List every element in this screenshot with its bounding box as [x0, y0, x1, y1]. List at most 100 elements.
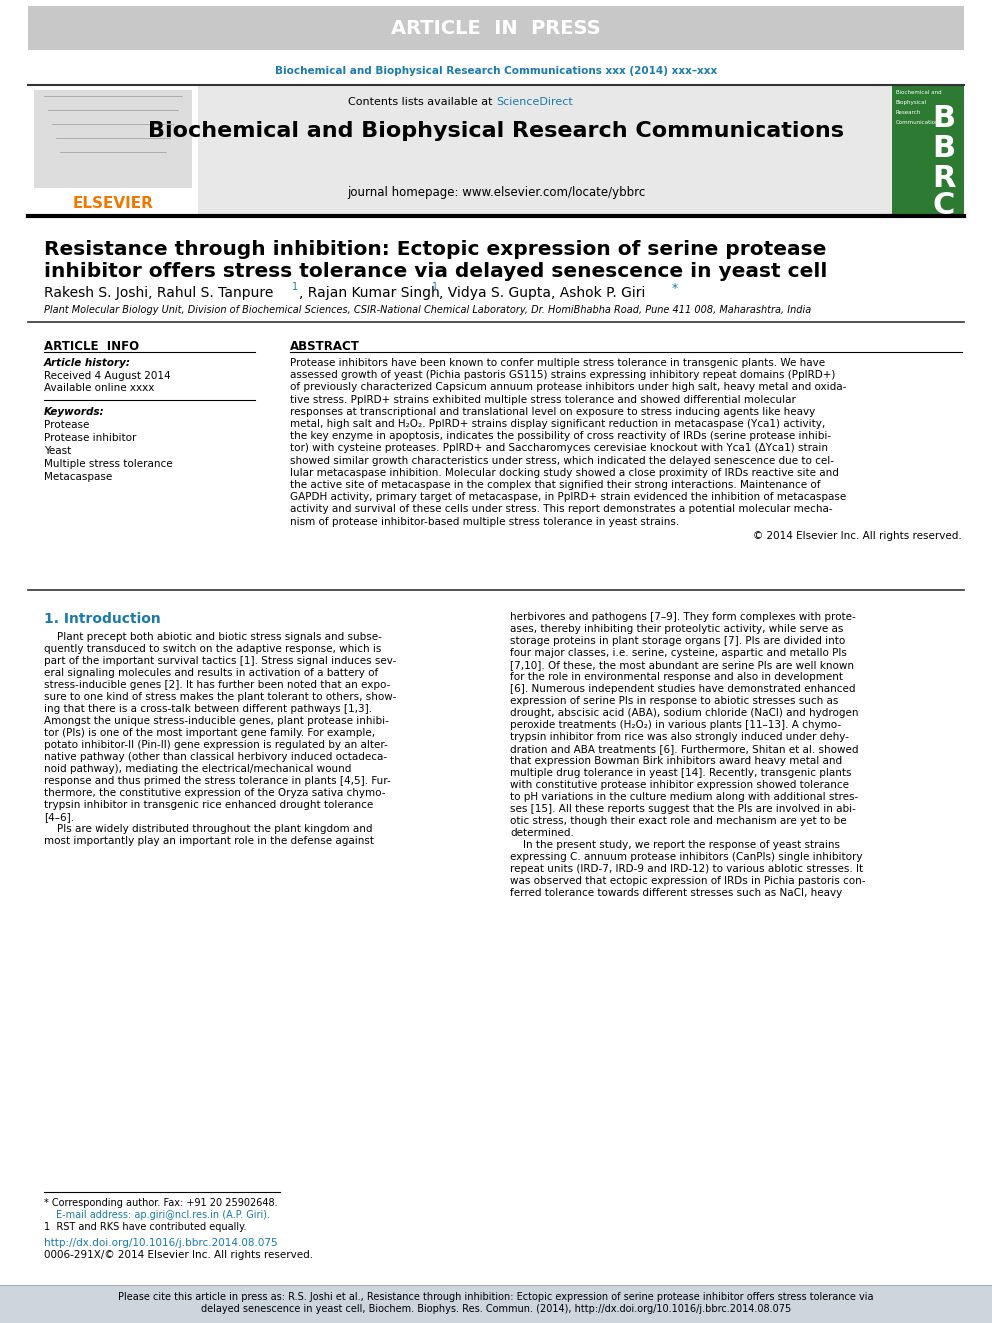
- Text: herbivores and pathogens [7–9]. They form complexes with prote-: herbivores and pathogens [7–9]. They for…: [510, 613, 856, 622]
- Text: four major classes, i.e. serine, cysteine, aspartic and metallo PIs: four major classes, i.e. serine, cystein…: [510, 648, 847, 658]
- Text: expressing C. annuum protease inhibitors (CanPIs) single inhibitory: expressing C. annuum protease inhibitors…: [510, 852, 862, 863]
- Text: ses [15]. All these reports suggest that the PIs are involved in abi-: ses [15]. All these reports suggest that…: [510, 804, 856, 814]
- Text: determined.: determined.: [510, 828, 574, 837]
- Text: Biophysical: Biophysical: [896, 101, 928, 105]
- Text: multiple drug tolerance in yeast [14]. Recently, transgenic plants: multiple drug tolerance in yeast [14]. R…: [510, 767, 851, 778]
- Text: tor (PIs) is one of the most important gene family. For example,: tor (PIs) is one of the most important g…: [44, 728, 375, 738]
- Text: Amongst the unique stress-inducible genes, plant protease inhibi-: Amongst the unique stress-inducible gene…: [44, 716, 389, 726]
- Text: trypsin inhibitor from rice was also strongly induced under dehy-: trypsin inhibitor from rice was also str…: [510, 732, 849, 742]
- Text: lular metacaspase inhibition. Molecular docking study showed a close proximity o: lular metacaspase inhibition. Molecular …: [290, 468, 839, 478]
- Text: , Rajan Kumar Singh: , Rajan Kumar Singh: [299, 286, 439, 300]
- Text: Available online xxxx: Available online xxxx: [44, 382, 155, 393]
- Text: storage proteins in plant storage organs [7]. PIs are divided into: storage proteins in plant storage organs…: [510, 636, 845, 646]
- Text: 1. Introduction: 1. Introduction: [44, 613, 161, 626]
- Text: for the role in environmental response and also in development: for the role in environmental response a…: [510, 672, 843, 681]
- Text: B: B: [932, 105, 955, 134]
- Text: C: C: [932, 191, 955, 220]
- Text: delayed senescence in yeast cell, Biochem. Biophys. Res. Commun. (2014), http://: delayed senescence in yeast cell, Bioche…: [200, 1304, 792, 1314]
- Text: E-mail address: ap.giri@ncl.res.in (A.P. Giri).: E-mail address: ap.giri@ncl.res.in (A.P.…: [56, 1211, 270, 1220]
- Text: 1: 1: [292, 282, 299, 292]
- Text: B: B: [932, 134, 955, 163]
- Text: Biochemical and: Biochemical and: [896, 90, 941, 95]
- Text: Biochemical and Biophysical Research Communications: Biochemical and Biophysical Research Com…: [148, 120, 844, 142]
- Text: [6]. Numerous independent studies have demonstrated enhanced: [6]. Numerous independent studies have d…: [510, 684, 855, 695]
- Text: that expression Bowman Birk inhibitors award heavy metal and: that expression Bowman Birk inhibitors a…: [510, 755, 842, 766]
- Text: repeat units (IRD-7, IRD-9 and IRD-12) to various ablotic stresses. It: repeat units (IRD-7, IRD-9 and IRD-12) t…: [510, 864, 863, 875]
- Text: Protease inhibitors have been known to confer multiple stress tolerance in trans: Protease inhibitors have been known to c…: [290, 359, 825, 368]
- Text: tor) with cysteine proteases. PpIRD+ and Saccharomyces cerevisiae knockout with : tor) with cysteine proteases. PpIRD+ and…: [290, 443, 828, 454]
- Text: 0006-291X/© 2014 Elsevier Inc. All rights reserved.: 0006-291X/© 2014 Elsevier Inc. All right…: [44, 1250, 313, 1259]
- Text: ing that there is a cross-talk between different pathways [1,3].: ing that there is a cross-talk between d…: [44, 704, 372, 714]
- Text: tive stress. PpIRD+ strains exhibited multiple stress tolerance and showed diffe: tive stress. PpIRD+ strains exhibited mu…: [290, 394, 796, 405]
- Text: * Corresponding author. Fax: +91 20 259​02648.: * Corresponding author. Fax: +91 20 259​…: [44, 1199, 278, 1208]
- Text: , Vidya S. Gupta, Ashok P. Giri: , Vidya S. Gupta, Ashok P. Giri: [439, 286, 646, 300]
- Text: GAPDH activity, primary target of metacaspase, in PpIRD+ strain evidenced the in: GAPDH activity, primary target of metaca…: [290, 492, 846, 503]
- Text: sure to one kind of stress makes the plant tolerant to others, show-: sure to one kind of stress makes the pla…: [44, 692, 397, 703]
- Text: thermore, the constitutive expression of the Oryza sativa chymo-: thermore, the constitutive expression of…: [44, 789, 386, 798]
- Text: Please cite this article in press as: R.S. Joshi et al., Resistance through inhi: Please cite this article in press as: R.…: [118, 1293, 874, 1302]
- Text: trypsin inhibitor in transgenic rice enhanced drought tolerance: trypsin inhibitor in transgenic rice enh…: [44, 800, 373, 810]
- Text: http://dx.doi.org/10.1016/j.bbrc.2014.08.075: http://dx.doi.org/10.1016/j.bbrc.2014.08…: [44, 1238, 278, 1248]
- Text: eral signaling molecules and results in activation of a battery of: eral signaling molecules and results in …: [44, 668, 378, 677]
- Text: [4–6].: [4–6].: [44, 812, 74, 822]
- Text: Research: Research: [896, 110, 922, 115]
- Text: Article history:: Article history:: [44, 359, 131, 368]
- Text: expression of serine PIs in response to abiotic stresses such as: expression of serine PIs in response to …: [510, 696, 838, 706]
- Text: showed similar growth characteristics under stress, which indicated the delayed : showed similar growth characteristics un…: [290, 455, 834, 466]
- Text: response and thus primed the stress tolerance in plants [4,5]. Fur-: response and thus primed the stress tole…: [44, 777, 391, 786]
- Text: potato inhibitor-II (Pin-II) gene expression is regulated by an alter-: potato inhibitor-II (Pin-II) gene expres…: [44, 740, 388, 750]
- Text: ARTICLE  INFO: ARTICLE INFO: [44, 340, 139, 353]
- Text: stress-inducible genes [2]. It has further been noted that an expo-: stress-inducible genes [2]. It has furth…: [44, 680, 391, 691]
- Text: ABSTRACT: ABSTRACT: [290, 340, 360, 353]
- Text: the key enzyme in apoptosis, indicates the possibility of cross reactivity of IR: the key enzyme in apoptosis, indicates t…: [290, 431, 831, 441]
- Text: was observed that ectopic expression of IRDs in Pichia pastoris con-: was observed that ectopic expression of …: [510, 876, 865, 886]
- Text: 1: 1: [432, 282, 438, 292]
- Text: native pathway (other than classical herbivory induced octadeca-: native pathway (other than classical her…: [44, 751, 387, 762]
- Text: Metacaspase: Metacaspase: [44, 472, 112, 482]
- Text: ELSEVIER: ELSEVIER: [72, 196, 154, 210]
- Text: Plant precept both abiotic and biotic stress signals and subse-: Plant precept both abiotic and biotic st…: [44, 632, 382, 642]
- Text: the active site of metacaspase in the complex that signified their strong intera: the active site of metacaspase in the co…: [290, 480, 820, 490]
- Text: Received 4 August 2014: Received 4 August 2014: [44, 370, 171, 381]
- Text: Rakesh S. Joshi, Rahul S. Tanpure: Rakesh S. Joshi, Rahul S. Tanpure: [44, 286, 274, 300]
- Text: © 2014 Elsevier Inc. All rights reserved.: © 2014 Elsevier Inc. All rights reserved…: [753, 531, 962, 541]
- Text: Biochemical and Biophysical Research Communications xxx (2014) xxx–xxx: Biochemical and Biophysical Research Com…: [275, 66, 717, 75]
- Text: assessed growth of yeast (Pichia pastoris GS115) strains expressing inhibitory r: assessed growth of yeast (Pichia pastori…: [290, 370, 835, 380]
- Text: Communications: Communications: [896, 120, 942, 124]
- Bar: [892, 86, 964, 214]
- Text: responses at transcriptional and translational level on exposure to stress induc: responses at transcriptional and transla…: [290, 406, 815, 417]
- Text: ases, thereby inhibiting their proteolytic activity, while serve as: ases, thereby inhibiting their proteolyt…: [510, 624, 843, 634]
- Text: ferred tolerance towards different stresses such as NaCl, heavy: ferred tolerance towards different stres…: [510, 888, 842, 898]
- Bar: [28, 86, 198, 214]
- Text: Protease: Protease: [44, 419, 89, 430]
- Text: [7,10]. Of these, the most abundant are serine PIs are well known: [7,10]. Of these, the most abundant are …: [510, 660, 854, 669]
- Text: Contents lists available at: Contents lists available at: [348, 97, 496, 107]
- Text: *: *: [672, 282, 679, 295]
- Bar: [0, 1285, 992, 1323]
- Text: metal, high salt and H₂O₂. PpIRD+ strains display significant reduction in metac: metal, high salt and H₂O₂. PpIRD+ strain…: [290, 419, 825, 429]
- Text: Multiple stress tolerance: Multiple stress tolerance: [44, 459, 173, 468]
- Text: PIs are widely distributed throughout the plant kingdom and: PIs are widely distributed throughout th…: [44, 824, 373, 833]
- Text: Keywords:: Keywords:: [44, 407, 104, 417]
- Bar: [28, 7, 964, 50]
- Text: activity and survival of these cells under stress. This report demonstrates a po: activity and survival of these cells und…: [290, 504, 832, 515]
- Text: 1  RST and RKS have contributed equally.: 1 RST and RKS have contributed equally.: [44, 1222, 246, 1232]
- Text: peroxide treatments (H₂O₂) in various plants [11–13]. A chymo-: peroxide treatments (H₂O₂) in various pl…: [510, 720, 841, 730]
- Text: with constitutive protease inhibitor expression showed tolerance: with constitutive protease inhibitor exp…: [510, 781, 849, 790]
- Text: Protease inhibitor: Protease inhibitor: [44, 433, 136, 443]
- Text: otic stress, though their exact role and mechanism are yet to be: otic stress, though their exact role and…: [510, 816, 846, 826]
- Text: most importantly play an important role in the defense against: most importantly play an important role …: [44, 836, 374, 845]
- Text: to pH variations in the culture medium along with additional stres-: to pH variations in the culture medium a…: [510, 792, 858, 802]
- Text: In the present study, we report the response of yeast strains: In the present study, we report the resp…: [510, 840, 840, 849]
- Bar: [34, 90, 192, 188]
- Text: R: R: [932, 164, 955, 193]
- Text: nism of protease inhibitor-based multiple stress tolerance in yeast strains.: nism of protease inhibitor-based multipl…: [290, 516, 680, 527]
- Text: part of the important survival tactics [1]. Stress signal induces sev-: part of the important survival tactics […: [44, 656, 397, 665]
- Text: noid pathway), mediating the electrical/mechanical wound: noid pathway), mediating the electrical/…: [44, 763, 351, 774]
- Text: of previously characterized Capsicum annuum protease inhibitors under high salt,: of previously characterized Capsicum ann…: [290, 382, 846, 393]
- Text: drought, abscisic acid (ABA), sodium chloride (NaCl) and hydrogen: drought, abscisic acid (ABA), sodium chl…: [510, 708, 858, 718]
- Text: ARTICLE  IN  PRESS: ARTICLE IN PRESS: [391, 19, 601, 37]
- Text: inhibitor offers stress tolerance via delayed senescence in yeast cell: inhibitor offers stress tolerance via de…: [44, 262, 827, 280]
- Text: dration and ABA treatments [6]. Furthermore, Shitan et al. showed: dration and ABA treatments [6]. Furtherm…: [510, 744, 858, 754]
- Text: Plant Molecular Biology Unit, Division of Biochemical Sciences, CSIR-National Ch: Plant Molecular Biology Unit, Division o…: [44, 306, 811, 315]
